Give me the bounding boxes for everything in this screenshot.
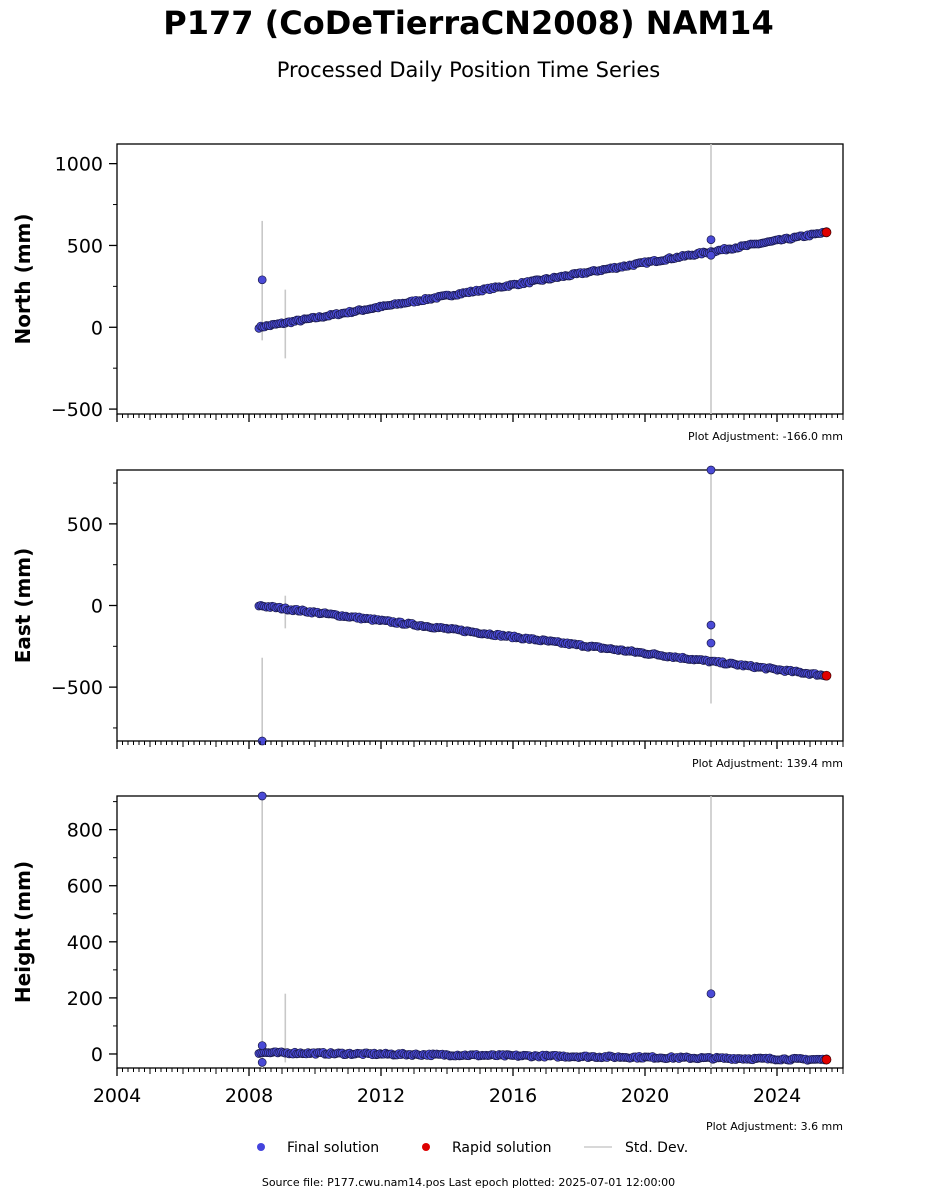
y-tick-label: 0	[91, 596, 103, 618]
final-solution-outlier	[257, 1058, 267, 1067]
x-tick-label: 2020	[621, 1085, 669, 1107]
final-solution-outlier	[257, 791, 267, 801]
y-tick-label: 0	[91, 1044, 103, 1066]
plot-frame	[116, 795, 844, 1069]
y-tick-label: 1000	[55, 154, 103, 176]
final-solution-outlier	[706, 989, 716, 999]
y-tick-label: −500	[51, 399, 103, 421]
x-tick-label: 2024	[753, 1085, 801, 1107]
final-solution-outlier	[706, 465, 716, 475]
plot-frame	[116, 469, 844, 742]
final-solution-outlier	[257, 275, 267, 285]
plot-adjustment-label: Plot Adjustment: -166.0 mm	[688, 430, 843, 443]
y-tick-label: 500	[67, 514, 103, 536]
y-tick-label: −500	[51, 677, 103, 699]
plot-adjustment-label: Plot Adjustment: 3.6 mm	[706, 1120, 843, 1133]
legend-label: Std. Dev.	[625, 1140, 688, 1156]
source-note: Source file: P177.cwu.nam14.pos Last epo…	[261, 1176, 676, 1189]
legend-label: Final solution	[287, 1140, 379, 1156]
x-tick-label: 2008	[225, 1085, 273, 1107]
final-solution-outlier	[706, 250, 716, 260]
rapid-solution-point	[821, 1054, 832, 1065]
legend-marker	[257, 1143, 265, 1151]
y-tick-label: 200	[67, 988, 103, 1010]
final-solution-outlier	[257, 1041, 267, 1050]
x-tick-label: 2012	[357, 1085, 405, 1107]
y-tick-label: 800	[67, 820, 103, 842]
chart-subtitle: Processed Daily Position Time Series	[276, 58, 661, 82]
legend-marker	[422, 1143, 430, 1151]
chart-title: P177 (CoDeTierraCN2008) NAM14	[163, 4, 774, 42]
y-axis-label: North (mm)	[11, 213, 35, 344]
y-axis-label: Height (mm)	[11, 861, 35, 1003]
plot-adjustment-label: Plot Adjustment: 139.4 mm	[692, 757, 843, 770]
final-solution-outlier	[706, 620, 716, 630]
rapid-solution-point	[821, 227, 832, 238]
x-tick-label: 2016	[489, 1085, 537, 1107]
y-tick-label: 500	[67, 235, 103, 257]
y-tick-label: 0	[91, 317, 103, 339]
y-tick-label: 400	[67, 932, 103, 954]
y-tick-label: 600	[67, 876, 103, 898]
x-tick-label: 2004	[93, 1085, 141, 1107]
final-solution-outlier	[706, 638, 716, 648]
rapid-solution-point	[821, 670, 832, 681]
legend-label: Rapid solution	[452, 1140, 552, 1156]
final-solution-outlier	[706, 235, 716, 245]
plot-frame	[116, 143, 844, 415]
y-axis-label: East (mm)	[11, 548, 35, 664]
